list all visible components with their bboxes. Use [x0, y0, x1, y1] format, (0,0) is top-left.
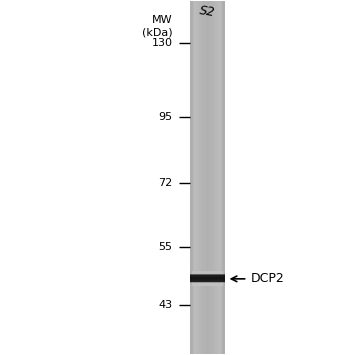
Text: 130: 130 [151, 38, 172, 48]
Text: 72: 72 [158, 178, 172, 188]
Text: 43: 43 [158, 300, 172, 310]
Text: (kDa): (kDa) [142, 28, 172, 38]
Text: MW: MW [152, 16, 172, 26]
Text: 95: 95 [158, 112, 172, 122]
Text: DCP2: DCP2 [251, 272, 285, 285]
Text: S2: S2 [199, 4, 216, 19]
Text: 55: 55 [158, 242, 172, 252]
